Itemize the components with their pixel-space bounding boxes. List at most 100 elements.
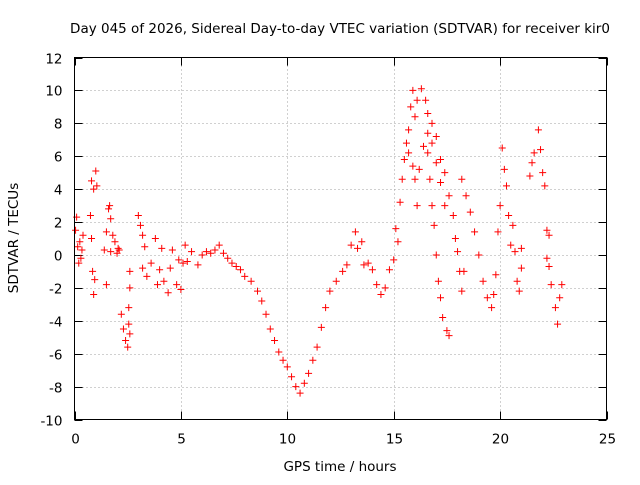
data-point [554, 320, 562, 328]
data-point [300, 379, 308, 387]
data-point [405, 149, 413, 157]
data-point [398, 175, 406, 183]
data-point [373, 281, 381, 289]
data-point [122, 337, 130, 345]
data-point [441, 202, 449, 210]
data-point [445, 332, 453, 340]
data-point [160, 277, 168, 285]
data-point [88, 177, 96, 185]
data-point [505, 211, 513, 219]
data-point [139, 264, 147, 272]
data-point [517, 244, 525, 252]
data-point [500, 165, 508, 173]
data-point [194, 261, 202, 269]
data-point [451, 235, 459, 242]
y-tick-label: -6 [49, 348, 62, 364]
data-point [509, 221, 517, 229]
data-point [441, 169, 449, 177]
x-tick-label: 25 [599, 432, 616, 448]
data-point [409, 86, 417, 94]
data-point [490, 290, 498, 298]
data-point [92, 167, 100, 175]
data-point [534, 126, 542, 134]
data-point [254, 287, 262, 295]
x-tick-label: 20 [492, 432, 509, 448]
data-point [494, 228, 502, 236]
data-point [181, 241, 189, 249]
data-point [390, 256, 398, 264]
data-point [183, 258, 191, 266]
data-point [547, 281, 555, 289]
data-point [458, 175, 466, 183]
data-point [296, 389, 304, 397]
data-point [72, 226, 80, 234]
data-point [111, 238, 119, 246]
data-point [537, 146, 545, 154]
data-point [102, 281, 110, 289]
data-point [443, 327, 451, 335]
data-point [434, 277, 442, 285]
data-point [207, 249, 215, 257]
y-tick-label: -2 [49, 282, 62, 298]
data-point [147, 259, 155, 267]
plot-frame [74, 57, 607, 420]
data-point [458, 287, 466, 295]
data-point [368, 266, 376, 274]
data-point [556, 294, 564, 302]
data-point [539, 169, 547, 177]
data-point [413, 202, 421, 210]
data-point [413, 96, 421, 104]
data-point [271, 337, 279, 345]
data-point [322, 304, 330, 312]
data-point [124, 343, 132, 351]
data-point [339, 267, 347, 275]
x-tick-label: 5 [177, 432, 186, 448]
data-point [114, 244, 122, 252]
data-point [462, 192, 470, 200]
data-point [332, 277, 340, 285]
data-point [75, 259, 83, 267]
data-point [115, 246, 123, 254]
y-tick-label: 4 [54, 183, 63, 199]
data-point [402, 139, 410, 147]
data-point [126, 267, 134, 275]
data-point [232, 262, 240, 270]
data-point [541, 182, 549, 190]
data-point [502, 182, 510, 190]
data-point [543, 226, 551, 234]
x-tick-label: 0 [71, 432, 80, 448]
data-point [439, 313, 447, 321]
data-point [93, 182, 101, 190]
data-point [125, 304, 133, 312]
data-point [428, 139, 436, 147]
data-point [543, 254, 551, 262]
data-point [488, 304, 496, 312]
grid-lines [74, 57, 607, 420]
y-tick-label: -10 [40, 414, 62, 430]
data-point [215, 241, 223, 249]
chart-title: Day 045 of 2026, Sidereal Day-to-day VTE… [70, 21, 610, 37]
data-point [558, 281, 566, 289]
data-point [358, 238, 366, 246]
data-point [136, 221, 144, 229]
y-tick-label: 12 [45, 52, 62, 68]
data-point [100, 246, 108, 254]
data-point [417, 85, 425, 93]
data-point [513, 277, 521, 285]
data-point [492, 271, 500, 279]
data-point [432, 132, 440, 140]
y-tick-label: 6 [54, 150, 63, 166]
data-point [139, 231, 147, 239]
data-point [173, 281, 181, 289]
data-point [76, 238, 84, 246]
data-point [347, 241, 355, 249]
data-point [224, 254, 232, 262]
data-point [466, 208, 474, 216]
data-point [326, 287, 334, 295]
data-point [125, 320, 133, 328]
data-point [107, 248, 115, 256]
tick-labels: -10 -8 -6 -4 -2 0 2 4 6 8 10 12 0 5 10 15 20 25 [40, 52, 616, 448]
data-point [211, 246, 219, 254]
data-point [188, 248, 196, 256]
